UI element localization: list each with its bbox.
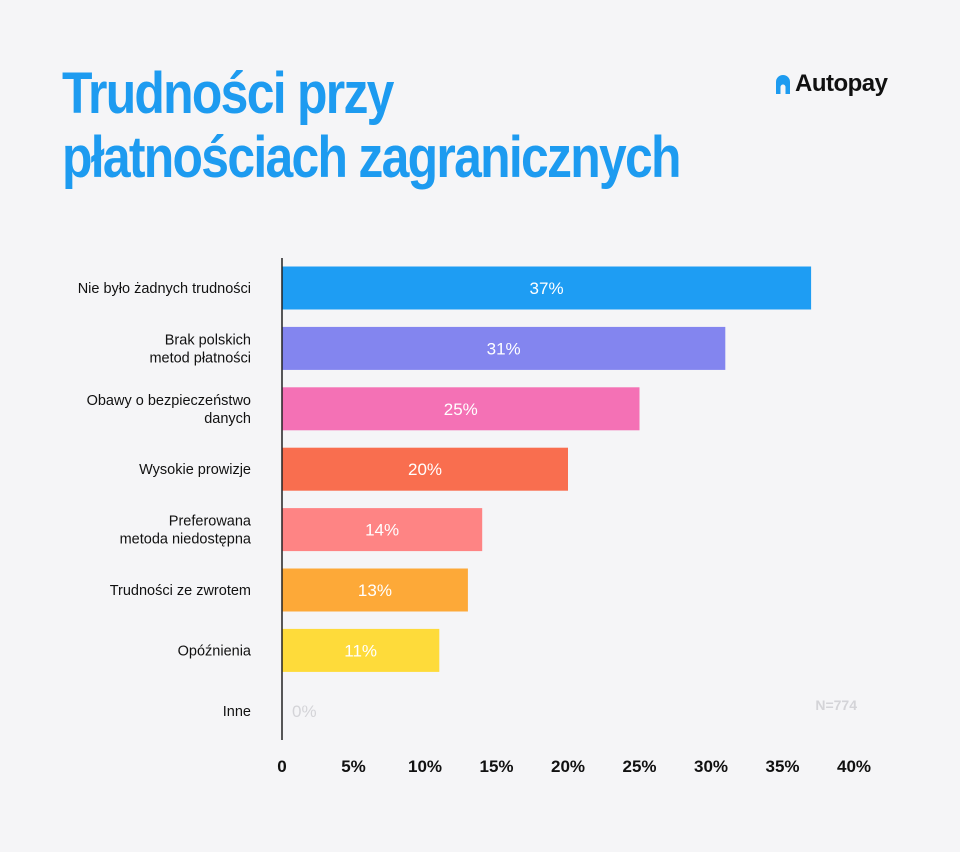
autopay-logo-icon (776, 74, 790, 94)
category-label-line: Nie było żadnych trudności (78, 281, 251, 297)
category-label-line: Preferowana (169, 514, 252, 530)
bar-value-label-6: 11% (344, 641, 377, 660)
category-label-line: Wysokie prowizje (139, 462, 251, 478)
chart-title: Trudności przy płatnościach zagranicznyc… (62, 61, 681, 190)
bar-value-label-5: 13% (358, 581, 392, 600)
category-label-line: danych (204, 411, 251, 427)
category-label-6: Opóźnienia (178, 643, 252, 659)
x-tick-label-7: 35% (765, 757, 799, 776)
category-label-line: metoda niedostępna (120, 532, 252, 548)
bar-3 (282, 447, 568, 491)
bar-value-label-2: 25% (444, 400, 478, 419)
category-label-5: Trudności ze zwrotem (110, 583, 251, 599)
x-tick-label-8: 40% (837, 757, 871, 776)
category-label-2: Obawy o bezpieczeństwo danych (87, 393, 251, 427)
x-tick-label-3: 15% (479, 757, 513, 776)
category-label-3: Wysokie prowizje (139, 462, 251, 478)
x-tick-label-5: 25% (622, 757, 656, 776)
category-label-line: metod płatności (149, 350, 251, 366)
x-tick-label-1: 5% (341, 757, 366, 776)
bar-value-label-3: 20% (408, 460, 442, 479)
bar-value-label-7: 0% (292, 702, 317, 721)
category-label-line: Trudności ze zwrotem (110, 583, 251, 599)
bar-value-label-0: 37% (530, 279, 564, 298)
chart-title-line-1: Trudności przy (62, 61, 394, 126)
bar-value-label-4: 14% (365, 521, 399, 540)
chart-title-line-2: płatnościach zagranicznych (62, 125, 681, 190)
sample-size-note: N=774 (815, 697, 857, 713)
bar-5 (282, 568, 468, 612)
bar-1 (282, 326, 726, 370)
category-label-0: Nie było żadnych trudności (78, 281, 251, 297)
bar-4 (282, 508, 483, 552)
bar-6 (282, 628, 440, 672)
category-label-line: Opóźnienia (178, 643, 252, 659)
x-tick-label-0: 0 (277, 757, 286, 776)
bar-value-label-1: 31% (487, 339, 521, 358)
bar-0 (282, 266, 812, 310)
category-label-1: Brak polskich metod płatności (149, 332, 251, 366)
autopay-logo-text: Autopay (795, 70, 888, 97)
x-tick-label-6: 30% (694, 757, 728, 776)
category-label-line: Inne (223, 704, 251, 720)
autopay-logo: Autopay (776, 70, 888, 98)
bar-2 (282, 387, 640, 431)
category-label-7: Inne (223, 704, 251, 720)
category-label-4: Preferowana metoda niedostępna (120, 514, 252, 548)
category-label-line: Brak polskich (165, 332, 251, 348)
category-label-line: Obawy o bezpieczeństwo (87, 393, 251, 409)
x-tick-label-2: 10% (408, 757, 442, 776)
x-tick-label-4: 20% (551, 757, 585, 776)
